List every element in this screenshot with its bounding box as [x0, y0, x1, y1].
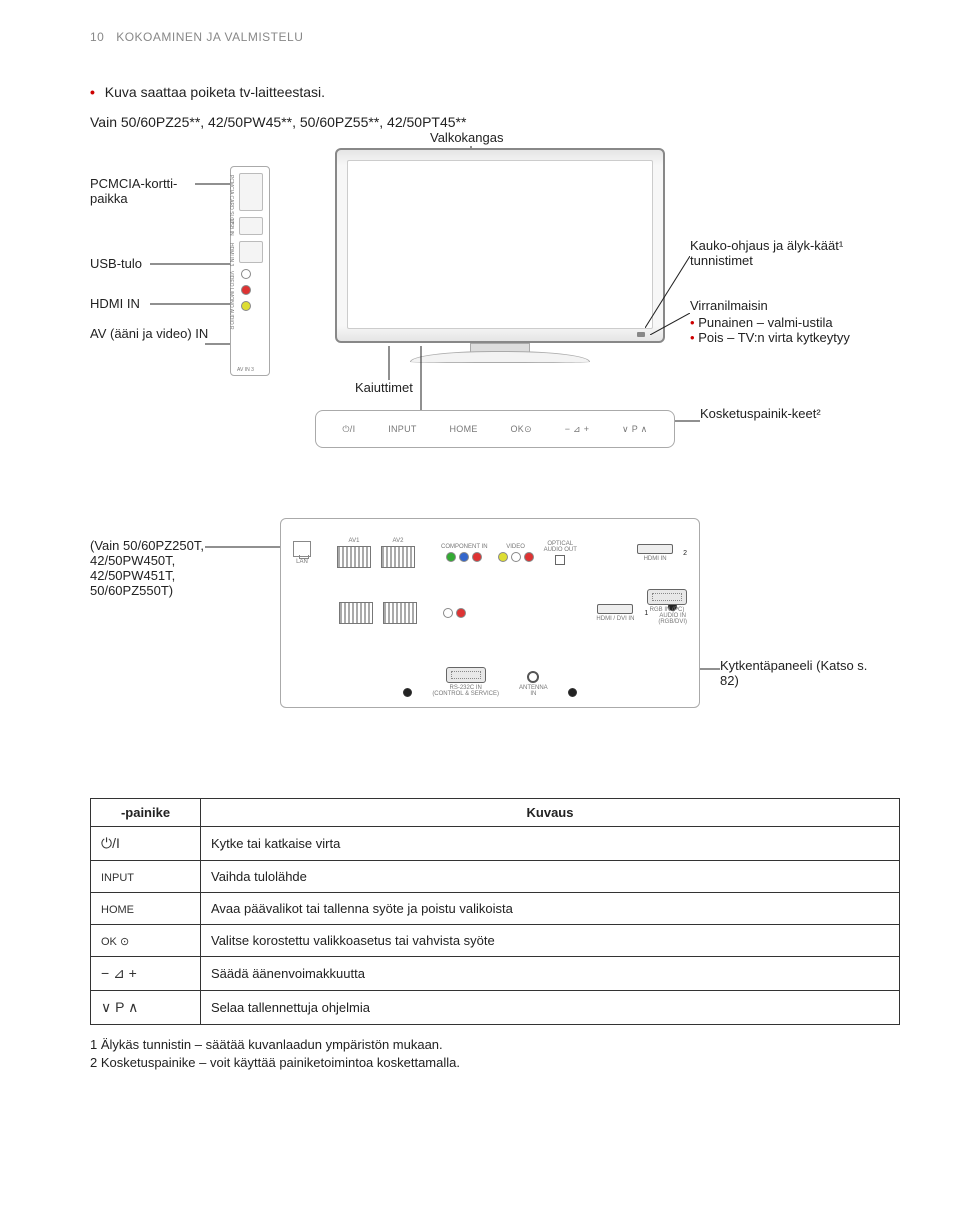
table-row: HOME Avaa päävalikot tai tallenna syöte … — [91, 893, 900, 925]
table-row: − ⊿ + Säädä äänenvoimakkuutta — [91, 957, 900, 991]
label-valkokangas: Valkokangas — [430, 130, 503, 145]
home-label: HOME — [101, 904, 134, 916]
row-desc: Kytke tai katkaise virta — [201, 827, 900, 861]
touch-home: HOME — [449, 424, 477, 434]
footnote-1: 1 Älykäs tunnistin – säätää kuvanlaadun … — [90, 1037, 900, 1052]
rear-panel-diagram: (Vain 50/60PZ250T, 42/50PW450T, 42/50PW4… — [90, 518, 900, 768]
models-line: Vain 50/60PZ25**, 42/50PW45**, 50/60PZ55… — [90, 114, 900, 130]
page-header: 10 KOKOAMINEN JA VALMISTELU — [90, 30, 900, 44]
label-pcmcia: PCMCIA-kortti-paikka — [90, 176, 200, 206]
page-number: 10 — [90, 30, 104, 44]
label-kauko: Kauko-ohjaus ja älyk-käät¹ tunnistimet — [690, 238, 870, 268]
note-text: Kuva saattaa poiketa tv-laitteestasi. — [105, 84, 325, 100]
tv-front-diagram: Valkokangas PCMCIA-kortti-paikka USB-tul… — [90, 148, 900, 488]
row-desc: Avaa päävalikot tai tallenna syöte ja po… — [201, 893, 900, 925]
touch-vol: − ⊿ + — [565, 424, 590, 435]
row-desc: Säädä äänenvoimakkuutta — [201, 957, 900, 991]
virr-bullet-1: Punainen – valmi-ustila — [698, 315, 832, 330]
button-description-table: -painike Kuvaus ⏻/I Kytke tai katkaise v… — [90, 798, 900, 1025]
side-input-panel: PCMCIA CARD SLOT USB IN HDMI IN 3 VIDEO … — [230, 166, 270, 376]
touch-ok: OK⊙ — [510, 424, 531, 435]
row-desc: Valitse korostettu valikkoasetus tai vah… — [201, 925, 900, 957]
bullet-icon: • — [90, 84, 95, 100]
label-virranilmaisin: Virranilmaisin — [690, 298, 880, 313]
row-desc: Selaa tallennettuja ohjelmia — [201, 991, 900, 1025]
label-hdmi: HDMI IN — [90, 296, 140, 311]
table-header-desc: Kuvaus — [201, 799, 900, 827]
label-kosketus: Kosketuspainik-keet² — [700, 406, 860, 421]
virr-bullet-2: Pois – TV:n virta kytkeytyy — [698, 330, 850, 345]
label-kaiuttimet: Kaiuttimet — [355, 380, 413, 395]
table-row: ∨ P ∧ Selaa tallennettuja ohjelmia — [91, 991, 900, 1025]
table-header-button: -painike — [91, 799, 201, 827]
rear-panel: LAN AV1 AV2 COMPONENT IN VIDEO OPTICAL A… — [280, 518, 700, 708]
touch-ch: ∨ P ∧ — [622, 424, 648, 435]
touch-input: INPUT — [388, 424, 417, 434]
input-label: INPUT — [101, 872, 134, 884]
program-icon: ∨ P ∧ — [101, 999, 138, 1016]
ok-label: OK ⊙ — [101, 935, 129, 948]
row-desc: Vaihda tulolähde — [201, 861, 900, 893]
volume-icon: − ⊿ + — [101, 965, 137, 982]
table-row: INPUT Vaihda tulolähde — [91, 861, 900, 893]
power-icon: ⏻/I — [101, 835, 120, 852]
note-line: • Kuva saattaa poiketa tv-laitteestasi. — [90, 84, 900, 100]
touch-power: ⏻/I — [342, 424, 355, 435]
tv-front — [335, 148, 665, 373]
table-row: OK ⊙ Valitse korostettu valikkoasetus ta… — [91, 925, 900, 957]
label-av: AV (ääni ja video) IN — [90, 326, 210, 341]
virranilmaisin-block: Virranilmaisin • Punainen – valmi-ustila… — [690, 298, 880, 345]
table-row: ⏻/I Kytke tai katkaise virta — [91, 827, 900, 861]
footnotes: 1 Älykäs tunnistin – säätää kuvanlaadun … — [90, 1037, 900, 1070]
touch-button-bar: ⏻/I INPUT HOME OK⊙ − ⊿ + ∨ P ∧ — [315, 410, 675, 448]
label-vain-models: (Vain 50/60PZ250T, 42/50PW450T, 42/50PW4… — [90, 538, 210, 598]
section-title: KOKOAMINEN JA VALMISTELU — [116, 30, 303, 44]
footnote-2: 2 Kosketuspainike – voit käyttää painike… — [90, 1055, 900, 1070]
label-usb: USB-tulo — [90, 256, 142, 271]
label-kytkenta: Kytkentäpaneeli (Katso s. 82) — [720, 658, 880, 688]
